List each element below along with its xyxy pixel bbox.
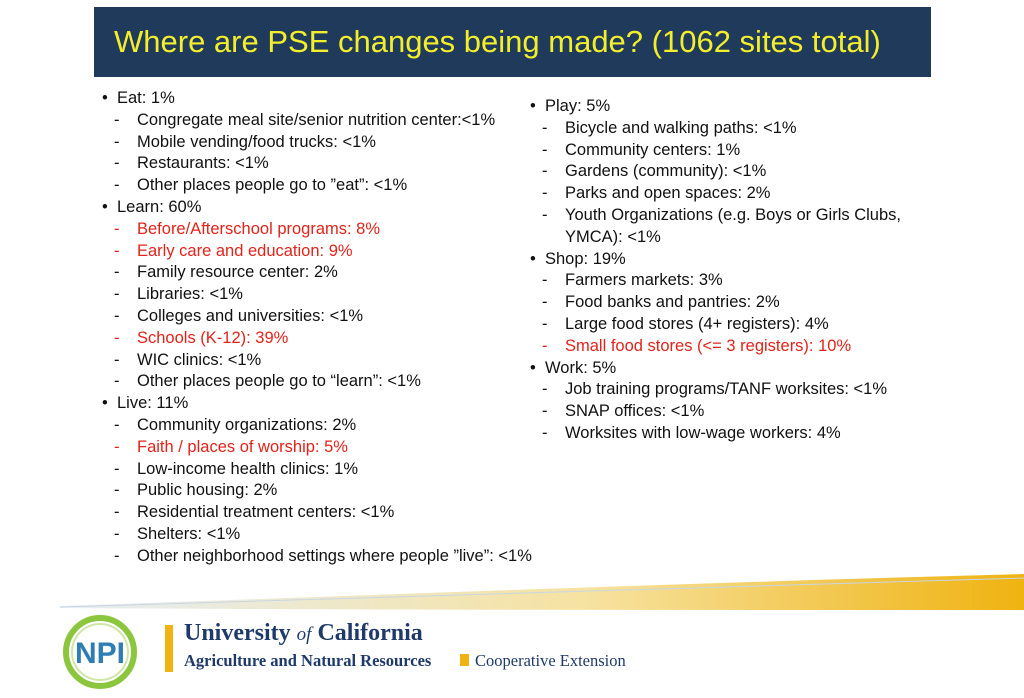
list-item: Farmers markets: 3% [528, 270, 948, 292]
npi-logo-icon: NPI [63, 615, 137, 689]
list-item: Mobile vending/food trucks: <1% [100, 132, 540, 154]
list-item: Other places people go to “learn”: <1% [100, 371, 540, 393]
list-item: Food banks and pantries: 2% [528, 292, 948, 314]
list-item: WIC clinics: <1% [100, 350, 540, 372]
right-column: Play: 5%Bicycle and walking paths: <1%Co… [528, 96, 948, 445]
list-item: Early care and education: 9% [100, 241, 540, 263]
ce-square-icon [460, 654, 469, 666]
list-item: Bicycle and walking paths: <1% [528, 118, 948, 140]
page-title: Where are PSE changes being made? (1062 … [114, 24, 881, 59]
list-item: Before/Afterschool programs: 8% [100, 219, 540, 241]
category-work: Work: 5% [528, 358, 948, 380]
list-item: Family resource center: 2% [100, 262, 540, 284]
list-item: Community centers: 1% [528, 140, 948, 162]
list-item: Colleges and universities: <1% [100, 306, 540, 328]
list-item: Youth Organizations (e.g. Boys or Girls … [528, 205, 948, 249]
list-item: Restaurants: <1% [100, 153, 540, 175]
list-item: SNAP offices: <1% [528, 401, 948, 423]
list-item: Libraries: <1% [100, 284, 540, 306]
list-item: Large food stores (4+ registers): 4% [528, 314, 948, 336]
uc-name: University of California [184, 620, 423, 646]
list-item: Gardens (community): <1% [528, 161, 948, 183]
list-item: Parks and open spaces: 2% [528, 183, 948, 205]
list-item: Community organizations: 2% [100, 415, 540, 437]
list-item: Shelters: <1% [100, 524, 540, 546]
npi-logo-text: NPI [75, 637, 125, 670]
list-item: Residential treatment centers: <1% [100, 502, 540, 524]
footer-swoosh [59, 574, 1024, 610]
list-item: Other places people go to ”eat”: <1% [100, 175, 540, 197]
category-shop: Shop: 19% [528, 249, 948, 271]
uc-accent-bar [165, 625, 173, 672]
title-bar: Where are PSE changes being made? (1062 … [94, 7, 931, 77]
list-item: Small food stores (<= 3 registers): 10% [528, 336, 948, 358]
list-item: Worksites with low-wage workers: 4% [528, 423, 948, 445]
category-learn: Learn: 60% [100, 197, 540, 219]
category-eat: Eat: 1% [100, 88, 540, 110]
list-item: Schools (K-12): 39% [100, 328, 540, 350]
list-item: Other neighborhood settings where people… [100, 546, 540, 568]
list-item: Low-income health clinics: 1% [100, 459, 540, 481]
list-item: Congregate meal site/senior nutrition ce… [100, 110, 540, 132]
category-live: Live: 11% [100, 393, 540, 415]
uc-subtitle: Agriculture and Natural Resources [184, 651, 432, 670]
cooperative-extension-label: Cooperative Extension [475, 651, 626, 670]
list-item: Job training programs/TANF worksites: <1… [528, 379, 948, 401]
category-play: Play: 5% [528, 96, 948, 118]
list-item: Faith / places of worship: 5% [100, 437, 540, 459]
list-item: Public housing: 2% [100, 480, 540, 502]
left-column: Eat: 1%Congregate meal site/senior nutri… [100, 88, 540, 568]
